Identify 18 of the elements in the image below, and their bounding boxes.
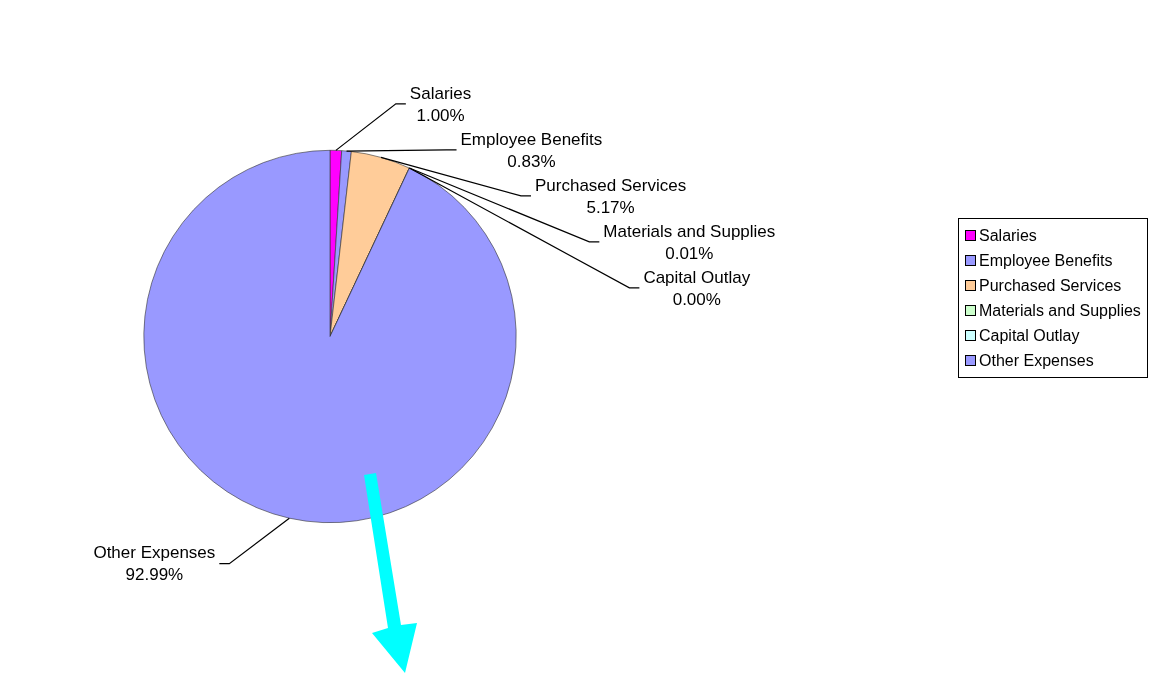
- data-label: 0.83%: [507, 151, 556, 171]
- data-label: 0.01%: [665, 243, 714, 263]
- legend-label: Other Expenses: [979, 351, 1094, 370]
- data-label: 1.00%: [416, 105, 465, 125]
- legend-label: Capital Outlay: [979, 326, 1080, 345]
- data-label: 92.99%: [125, 565, 184, 585]
- text: 0.00%: [672, 289, 721, 309]
- legend-label: Salaries: [979, 226, 1037, 245]
- legend-label: Purchased Services: [979, 276, 1122, 295]
- legend-label: Employee Benefits: [979, 251, 1113, 270]
- slice-label: Materials and Supplies: [603, 221, 776, 241]
- category-label: Capital Outlay: [643, 267, 751, 287]
- legend-label: Materials and Supplies: [979, 301, 1141, 320]
- data-label: 5.17%: [586, 197, 635, 217]
- slice-label: Purchased Services: [534, 175, 687, 195]
- slice-label: Other Expenses: [93, 543, 216, 563]
- slice-label: Salaries: [409, 83, 472, 103]
- slice-label: Employee Benefits: [460, 129, 603, 149]
